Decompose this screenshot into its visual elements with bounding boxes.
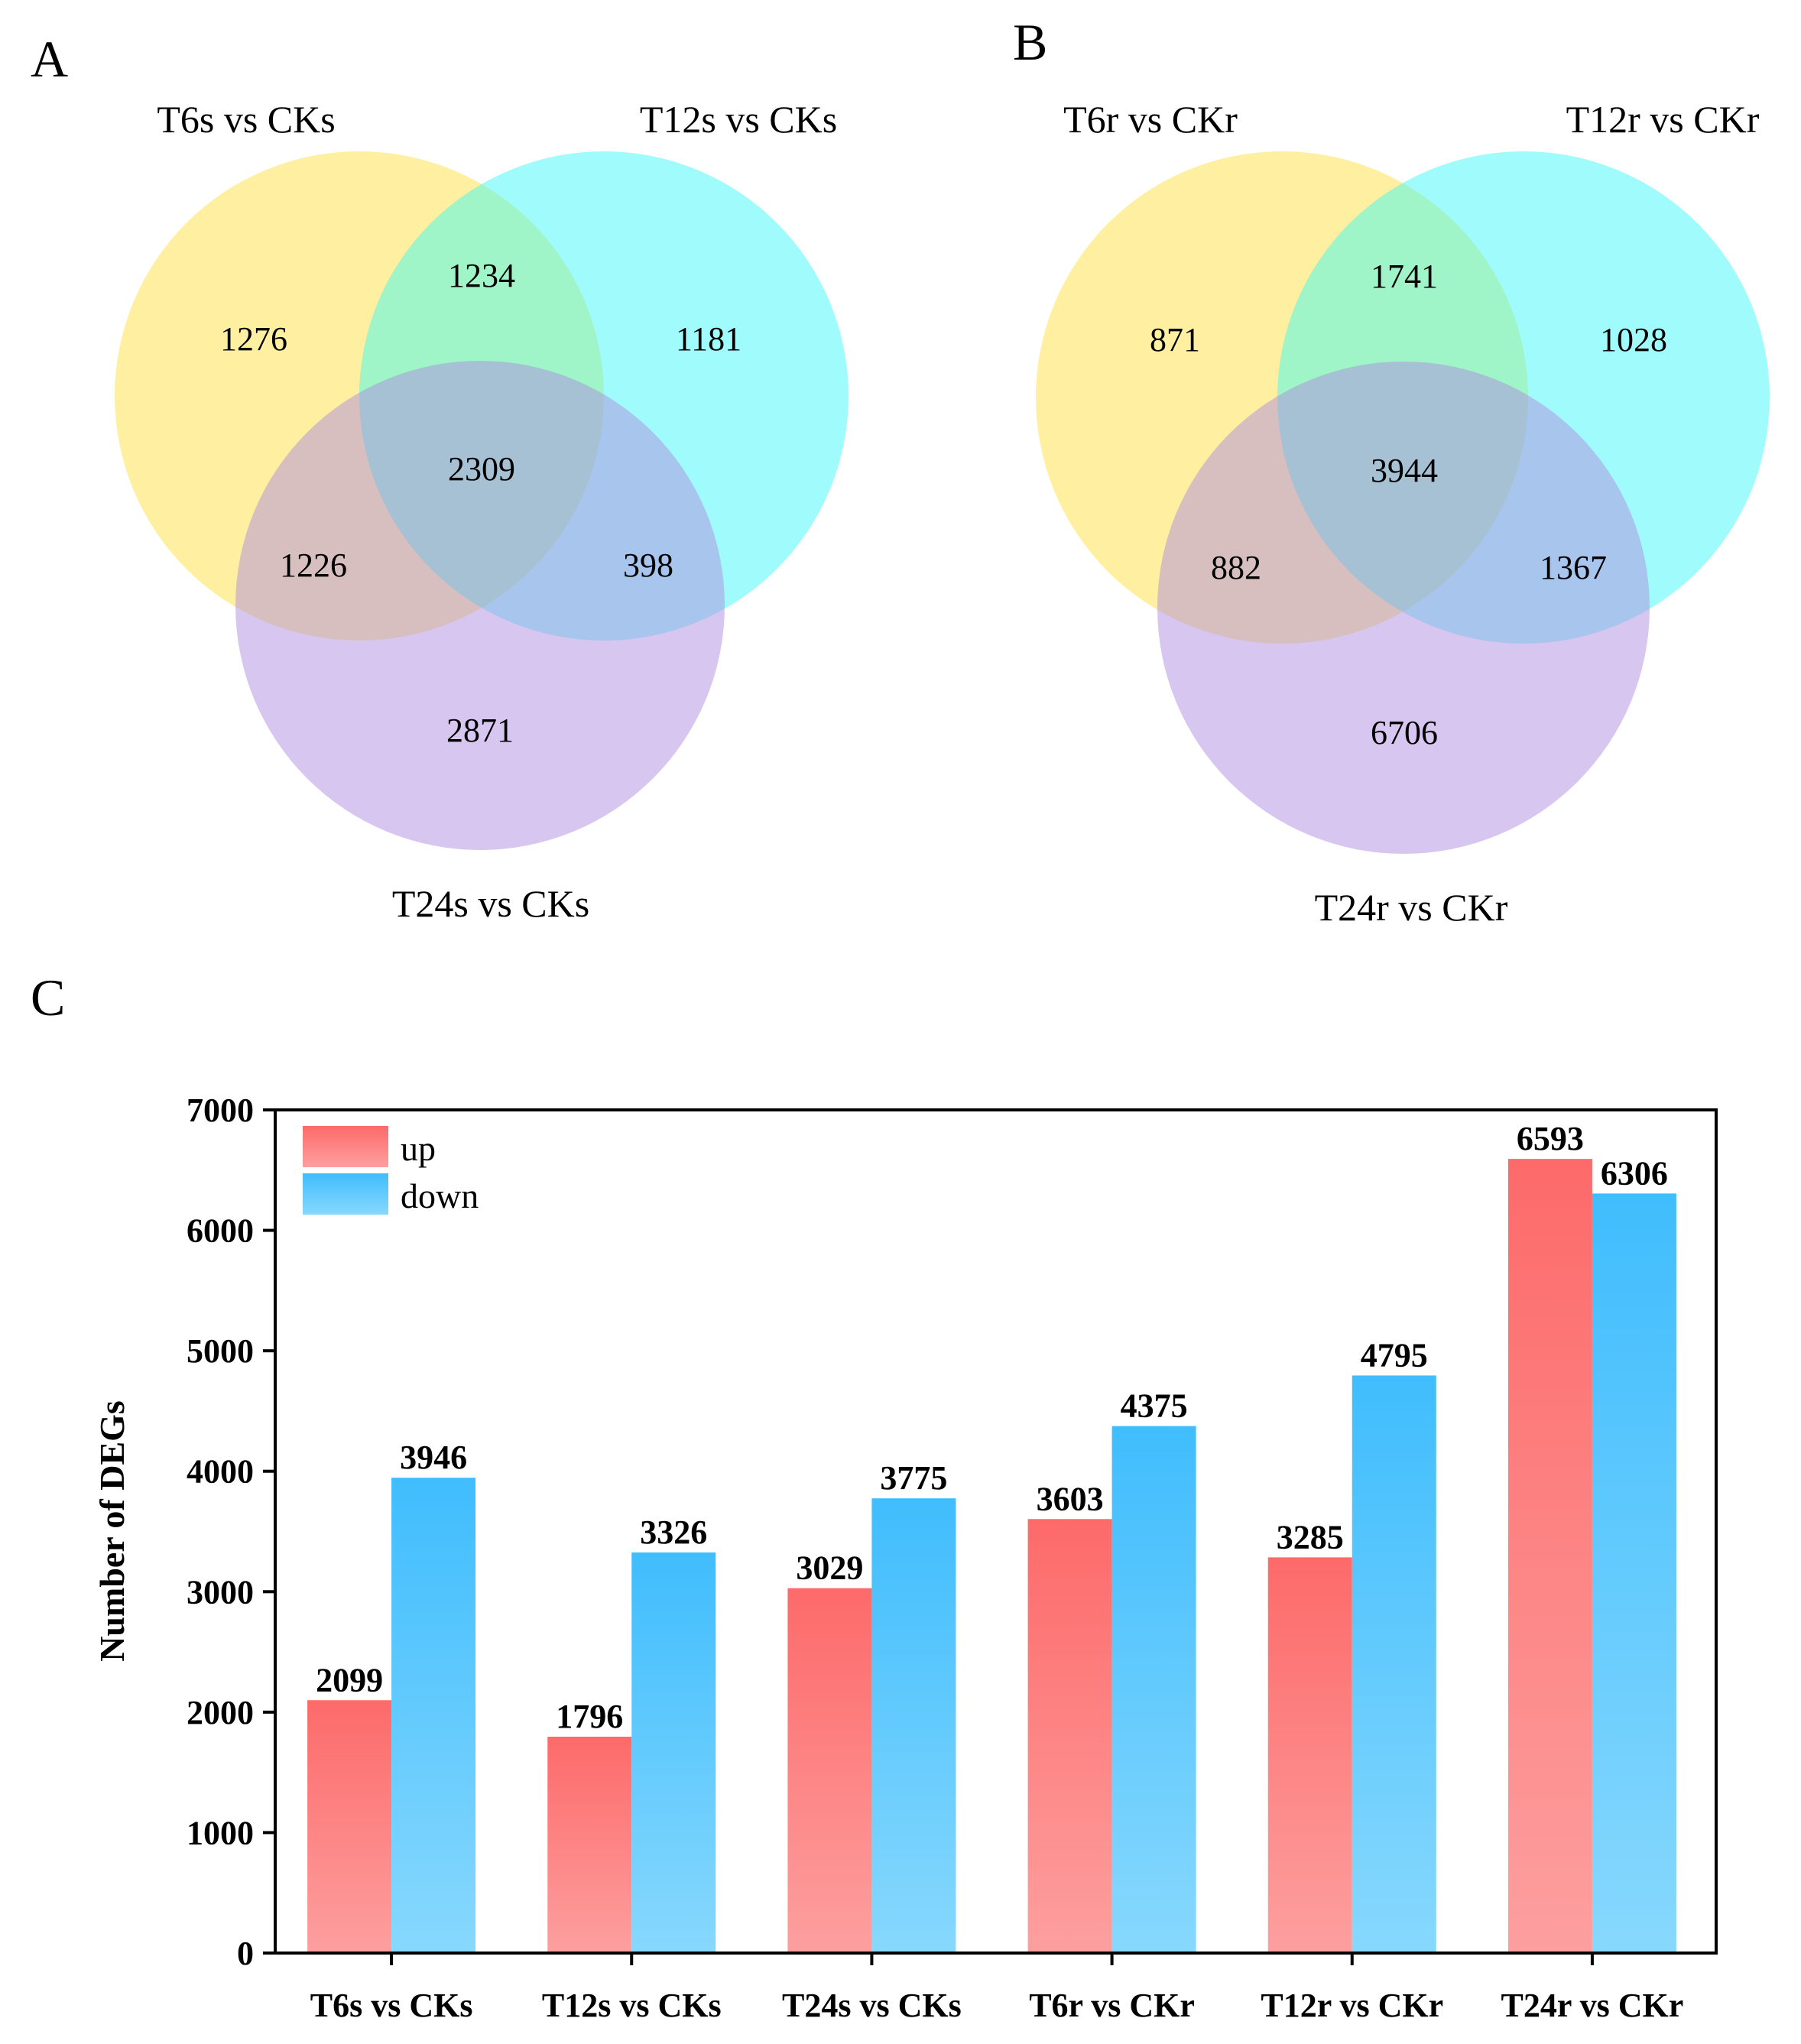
bar-up <box>1267 1557 1352 1953</box>
bar-down <box>391 1478 476 1953</box>
panel-label-a: A <box>31 30 68 88</box>
venn-a-region-1-2: 1234 <box>448 257 515 294</box>
bar-down <box>871 1498 956 1953</box>
venn-b-region-all: 3944 <box>1371 452 1438 489</box>
bar-up <box>1507 1159 1592 1953</box>
y-tick-label: 2000 <box>187 1694 254 1731</box>
bar-value-label: 3285 <box>1277 1518 1344 1556</box>
venn-a-region-1-3: 1226 <box>280 547 347 584</box>
y-tick-label: 1000 <box>187 1814 254 1851</box>
bar-value-label: 3603 <box>1037 1480 1104 1517</box>
venn-a-region-only-2: 1181 <box>676 320 741 358</box>
y-tick-label: 3000 <box>187 1573 254 1611</box>
x-tick-label: T24r vs CKr <box>1501 1987 1684 2024</box>
bar-value-label: 3326 <box>640 1514 707 1551</box>
bar-up <box>787 1588 872 1953</box>
venn-a-region-only-3: 2871 <box>446 712 514 749</box>
bar-up <box>547 1737 632 1953</box>
bar-down <box>1352 1375 1436 1953</box>
venn-panel-b: B T6r vs CKr T12r vs CKr T24r vs CKr 871… <box>1013 13 1770 929</box>
y-axis-label: Number of DEGs <box>92 1400 131 1662</box>
x-tick-label: T12r vs CKr <box>1261 1987 1443 2024</box>
venn-panel-a: A T6s vs CKs T12s vs CKs T24s vs CKs 127… <box>31 30 849 925</box>
bar-value-label: 3029 <box>796 1549 863 1587</box>
bar-up <box>307 1700 392 1953</box>
bar-value-label: 1796 <box>556 1698 623 1735</box>
venn-b-region-1-3: 882 <box>1211 549 1261 586</box>
legend-swatch-up <box>303 1126 388 1167</box>
bar-value-label: 2099 <box>316 1661 383 1698</box>
legend-label-up: up <box>401 1129 436 1168</box>
venn-b-set-1-label: T6r vs CKr <box>1063 98 1238 141</box>
bar-value-label: 3775 <box>880 1459 947 1497</box>
venn-a-set-2-label: T12s vs CKs <box>640 98 837 141</box>
bar-down <box>1592 1193 1676 1953</box>
x-tick-label: T24s vs CKs <box>782 1987 962 2024</box>
venn-b-region-only-2: 1028 <box>1600 321 1667 359</box>
bar-down <box>1111 1426 1196 1953</box>
bar-value-label: 4375 <box>1121 1387 1188 1425</box>
legend: up down <box>303 1126 479 1215</box>
bar-panel-c: C 0 1000 2000 3000 4000 5000 6000 7000 2099 3946 T… <box>31 968 1718 2024</box>
legend-label-down: down <box>401 1176 479 1215</box>
y-tick-label: 0 <box>237 1935 254 1972</box>
x-tick-label: T12s vs CKs <box>542 1987 722 2024</box>
venn-b-region-only-1: 871 <box>1150 321 1200 359</box>
y-tick-label: 5000 <box>187 1332 254 1370</box>
bar-value-label: 6306 <box>1601 1154 1668 1192</box>
venn-a-circle-3 <box>235 361 725 850</box>
bar-value-label: 4795 <box>1361 1336 1428 1374</box>
venn-a-region-all: 2309 <box>448 450 515 488</box>
y-tick-label: 7000 <box>187 1092 254 1129</box>
y-tick-label: 4000 <box>187 1453 254 1491</box>
venn-b-circle-3 <box>1157 362 1650 854</box>
x-tick-label: T6r vs CKr <box>1029 1987 1195 2024</box>
y-tick-label: 6000 <box>187 1212 254 1250</box>
venn-a-set-3-label: T24s vs CKs <box>392 882 589 925</box>
bar-up <box>1027 1519 1112 1953</box>
bar-chart-plot: 0 1000 2000 3000 4000 5000 6000 7000 2099 3946 T6s… <box>187 1092 1683 2024</box>
legend-swatch-down <box>303 1173 388 1215</box>
plot-frame <box>274 1108 1718 1955</box>
bar-down <box>631 1552 716 1953</box>
venn-b-set-3-label: T24r vs CKr <box>1315 886 1508 929</box>
venn-b-region-only-3: 6706 <box>1371 714 1438 751</box>
venn-a-region-2-3: 398 <box>623 547 673 584</box>
venn-a-set-1-label: T6s vs CKs <box>157 98 335 141</box>
x-tick-label: T6s vs CKs <box>310 1987 473 2024</box>
venn-b-set-2-label: T12r vs CKr <box>1566 98 1760 141</box>
panel-label-b: B <box>1013 13 1047 71</box>
venn-b-region-2-3: 1367 <box>1540 549 1607 586</box>
venn-a-region-only-1: 1276 <box>220 320 287 358</box>
panel-label-c: C <box>31 968 65 1027</box>
bar-value-label: 6593 <box>1517 1120 1584 1157</box>
bar-value-label: 3946 <box>400 1439 467 1476</box>
venn-b-region-1-2: 1741 <box>1371 258 1438 295</box>
